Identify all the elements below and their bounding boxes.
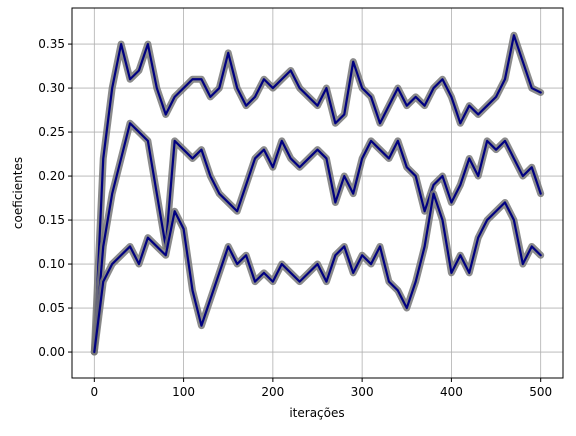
series-line — [93, 192, 542, 354]
y-tick-label: 0.15 — [38, 213, 65, 227]
x-tick-label: 200 — [261, 385, 284, 399]
y-tick-label: 0.10 — [38, 257, 65, 271]
x-tick-label: 500 — [529, 385, 552, 399]
y-tick-label: 0.30 — [38, 81, 65, 95]
series-line — [93, 34, 542, 354]
series-line — [93, 122, 542, 354]
x-tick-label: 300 — [351, 385, 374, 399]
y-tick-label: 0.20 — [38, 169, 65, 183]
y-tick-label: 0.05 — [38, 301, 65, 315]
x-tick-label: 100 — [172, 385, 195, 399]
plot-frame — [71, 7, 564, 379]
x-axis-label: iterações — [289, 406, 344, 420]
y-tick-label: 0.00 — [38, 345, 65, 359]
y-tick-label: 0.25 — [38, 125, 65, 139]
y-tick-label: 0.35 — [38, 37, 65, 51]
x-tick-label: 400 — [440, 385, 463, 399]
y-axis-label: coeficientes — [11, 157, 25, 229]
x-tick-label: 0 — [90, 385, 98, 399]
